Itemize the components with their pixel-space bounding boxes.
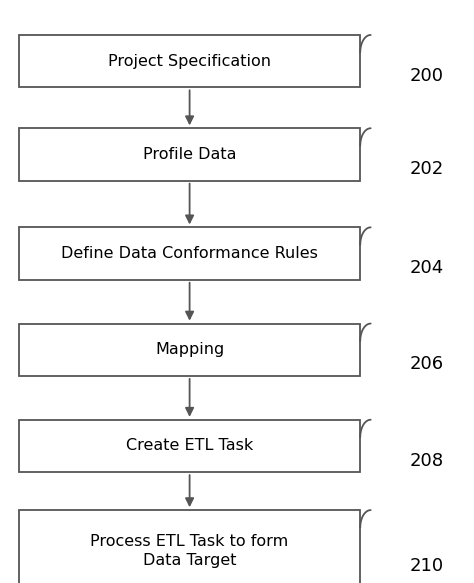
- Text: Mapping: Mapping: [155, 342, 224, 357]
- Text: Profile Data: Profile Data: [143, 147, 237, 162]
- FancyBboxPatch shape: [19, 35, 360, 87]
- FancyBboxPatch shape: [19, 420, 360, 472]
- Text: 200: 200: [410, 67, 444, 85]
- Text: 202: 202: [410, 160, 444, 178]
- FancyBboxPatch shape: [19, 324, 360, 376]
- Text: 204: 204: [410, 259, 444, 277]
- Text: Process ETL Task to form
Data Target: Process ETL Task to form Data Target: [91, 533, 289, 568]
- Text: 208: 208: [410, 452, 444, 469]
- FancyBboxPatch shape: [19, 128, 360, 181]
- FancyBboxPatch shape: [19, 510, 360, 583]
- Text: Project Specification: Project Specification: [108, 54, 271, 69]
- FancyBboxPatch shape: [19, 227, 360, 280]
- Text: 206: 206: [410, 356, 444, 373]
- Text: 210: 210: [410, 557, 444, 574]
- Text: Create ETL Task: Create ETL Task: [126, 438, 253, 454]
- Text: Define Data Conformance Rules: Define Data Conformance Rules: [61, 246, 318, 261]
